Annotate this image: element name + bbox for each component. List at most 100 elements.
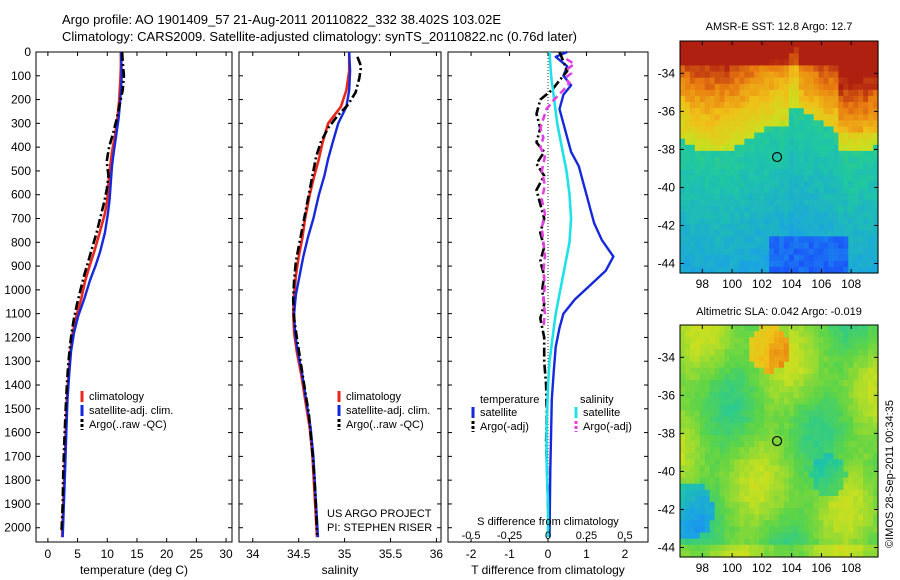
map-cell: [833, 441, 839, 448]
map-cell: [803, 205, 810, 213]
map-cell: [823, 65, 830, 73]
map-cell: [803, 218, 810, 225]
map-cell: [863, 483, 869, 491]
map-cell: [704, 89, 711, 97]
map-cell: [813, 495, 820, 503]
map-cell: [744, 120, 750, 128]
map-cell: [779, 355, 785, 363]
map-cell: [848, 495, 854, 503]
map-cell: [863, 355, 869, 363]
map-cell: [783, 53, 790, 60]
map-cell: [838, 520, 844, 528]
map-cell: [863, 242, 869, 250]
map-cell: [734, 230, 740, 237]
map-cell: [818, 489, 825, 497]
map-cell: [818, 205, 825, 213]
map-cell: [798, 489, 805, 497]
map-cell: [783, 47, 790, 54]
map-cell: [699, 349, 706, 357]
map-cell: [828, 355, 835, 363]
map-cell: [759, 114, 765, 121]
map-cell: [783, 65, 790, 73]
map-cell: [853, 138, 859, 146]
map-cell: [838, 53, 844, 60]
map-cell: [868, 392, 874, 399]
map-cell: [858, 236, 864, 244]
map-cell: [694, 325, 701, 332]
map-cell: [724, 193, 731, 201]
map-cell: [694, 65, 701, 73]
map-cell: [719, 53, 726, 60]
map-cell: [680, 193, 686, 201]
map-cell: [739, 59, 745, 67]
map-cell: [769, 266, 775, 274]
map-cell: [873, 343, 879, 351]
map-cell: [783, 373, 790, 381]
map-cell: [858, 495, 864, 503]
map-cell: [769, 65, 775, 73]
map-cell: [729, 471, 736, 479]
map-cell: [680, 483, 686, 491]
map-cell: [813, 379, 820, 387]
map-cell: [808, 41, 815, 48]
map-cell: [704, 392, 711, 399]
map-cell: [833, 398, 839, 405]
map-cell: [823, 89, 830, 97]
map-cell: [858, 242, 864, 250]
map-cell: [848, 526, 854, 534]
map-cell: [734, 59, 740, 67]
map-cell: [823, 434, 830, 442]
map-cell: [719, 120, 726, 128]
map-cell: [838, 392, 844, 399]
map-cell: [848, 181, 854, 189]
map-cell: [853, 331, 859, 338]
map-cell: [838, 355, 844, 363]
map-cell: [823, 398, 830, 405]
map-cell: [699, 71, 706, 79]
map-cell: [704, 325, 711, 332]
map-cell: [724, 532, 731, 540]
map-cell: [848, 373, 854, 381]
map-cell: [833, 144, 839, 152]
map-cell: [749, 199, 755, 207]
map-cell: [873, 47, 879, 54]
map-cell: [714, 465, 721, 473]
map-cell: [843, 495, 849, 503]
map-cell: [704, 337, 711, 344]
map-cell: [838, 89, 844, 97]
map-cell: [774, 266, 780, 274]
y-tick-label: 200: [11, 93, 31, 107]
map-cell: [739, 520, 745, 528]
map-cell: [714, 508, 721, 515]
map-cell: [709, 331, 716, 338]
map-cell: [828, 331, 835, 338]
map-cell: [828, 386, 835, 393]
map-cell: [813, 89, 820, 97]
map-cell: [873, 120, 879, 128]
map-cell: [699, 242, 706, 250]
map-cell: [793, 248, 800, 256]
map-cell: [843, 416, 849, 424]
map-cell: [689, 150, 696, 158]
map-cell: [873, 260, 879, 268]
map-cell: [868, 550, 874, 558]
map-cell: [863, 95, 869, 103]
map-cell: [704, 65, 711, 73]
map-cell: [823, 550, 830, 558]
map-cell: [764, 508, 770, 515]
map-cell: [843, 266, 849, 274]
map-cell: [749, 138, 755, 146]
map-cell: [848, 102, 854, 109]
map-cell: [704, 404, 711, 412]
map-cell: [739, 495, 745, 503]
map-cell: [783, 71, 790, 79]
map-cell: [843, 218, 849, 225]
map-cell: [828, 392, 835, 399]
map-cell: [868, 144, 874, 152]
map-cell: [779, 422, 785, 430]
map-cell: [803, 550, 810, 558]
map-cell: [709, 150, 716, 158]
map-cell: [724, 331, 731, 338]
map-cell: [798, 471, 805, 479]
map-cell: [813, 386, 820, 393]
